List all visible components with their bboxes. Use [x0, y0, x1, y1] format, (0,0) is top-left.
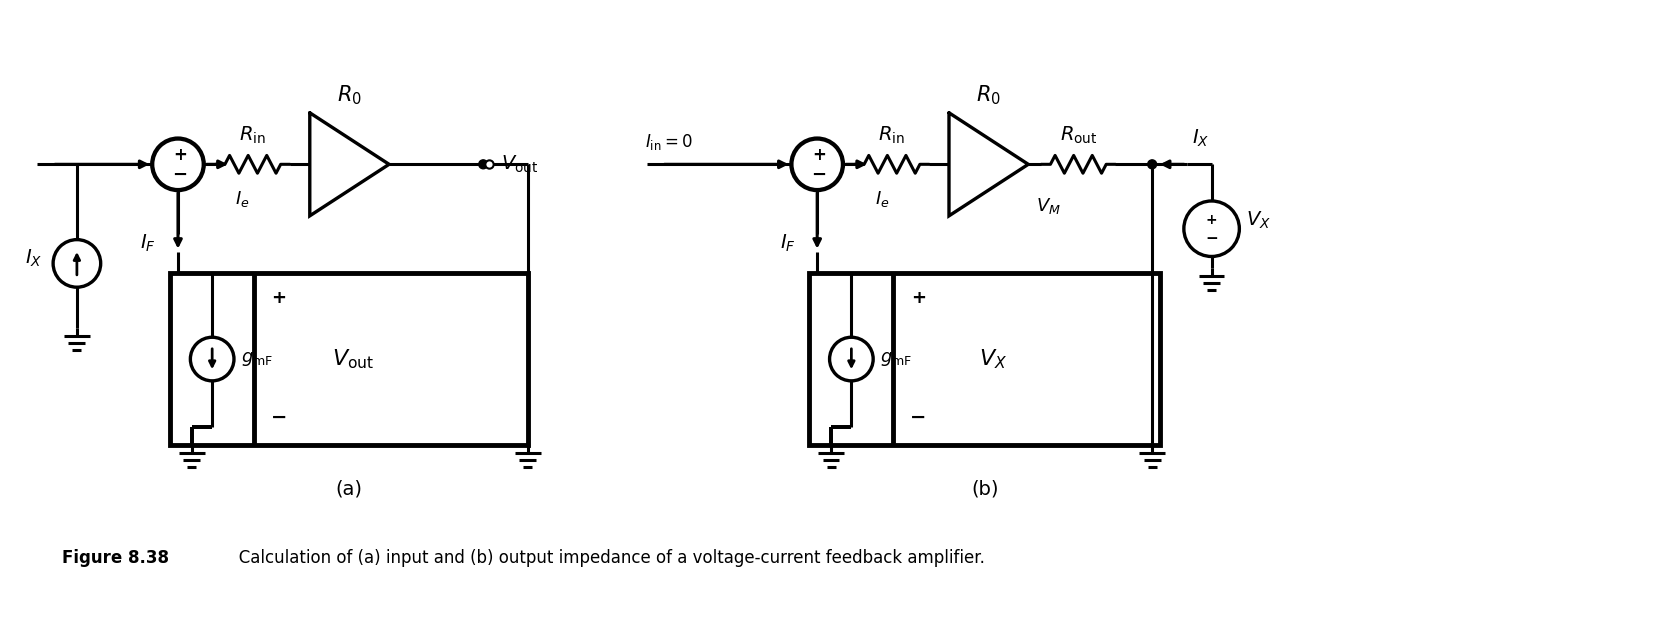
Text: $\mathit{R}_{\rm in}$: $\mathit{R}_{\rm in}$ [878, 125, 905, 146]
Text: −: − [173, 166, 188, 184]
Text: $\mathit{R}_{\rm in}$: $\mathit{R}_{\rm in}$ [240, 125, 266, 146]
Text: +: + [911, 289, 926, 307]
Text: $\mathit{g}_{\rm mF}$: $\mathit{g}_{\rm mF}$ [879, 350, 913, 368]
Circle shape [191, 337, 235, 381]
Text: $\mathit{R}_{\rm 0}$: $\mathit{R}_{\rm 0}$ [337, 83, 362, 107]
Text: +: + [812, 146, 826, 164]
Text: −: − [910, 407, 926, 426]
Circle shape [54, 240, 100, 287]
Text: $\mathit{I}_F$: $\mathit{I}_F$ [141, 233, 156, 254]
Bar [171, 273, 528, 445]
Bar [809, 273, 1161, 445]
Text: $\mathit{R}_{\rm out}$: $\mathit{R}_{\rm out}$ [1060, 125, 1097, 146]
Text: $\mathit{R}_{\rm 0}$: $\mathit{R}_{\rm 0}$ [977, 83, 1002, 107]
Circle shape [152, 138, 204, 190]
Text: $\mathit{I}_e$: $\mathit{I}_e$ [236, 189, 250, 209]
Text: Calculation of (a) input and (b) output impedance of a voltage-current feedback : Calculation of (a) input and (b) output … [223, 549, 985, 567]
Text: +: + [1206, 213, 1218, 227]
Text: $\mathit{I}_X$: $\mathit{I}_X$ [1193, 128, 1209, 150]
Circle shape [791, 138, 843, 190]
Circle shape [829, 337, 873, 381]
Text: (b): (b) [971, 480, 998, 499]
Circle shape [479, 160, 487, 169]
Text: $\mathit{V}_{\rm out}$: $\mathit{V}_{\rm out}$ [332, 347, 375, 371]
Text: $\mathit{V}_X$: $\mathit{V}_X$ [1246, 210, 1271, 232]
Text: Figure 8.38: Figure 8.38 [62, 549, 169, 567]
Text: $\mathit{I}_e$: $\mathit{I}_e$ [874, 189, 889, 209]
Text: $\mathit{I}_{\rm in} = 0$: $\mathit{I}_{\rm in} = 0$ [645, 132, 693, 153]
Text: (a): (a) [335, 480, 362, 499]
Text: $\mathit{V}_{\rm out}$: $\mathit{V}_{\rm out}$ [501, 154, 538, 175]
Text: $\mathit{I}_X$: $\mathit{I}_X$ [25, 248, 42, 269]
Circle shape [1184, 201, 1240, 256]
Text: $\mathit{g}_{\rm mF}$: $\mathit{g}_{\rm mF}$ [241, 350, 273, 368]
Text: +: + [173, 146, 188, 164]
Text: −: − [1206, 231, 1218, 246]
Text: −: − [271, 407, 286, 426]
Circle shape [1147, 160, 1157, 169]
Text: −: − [812, 166, 827, 184]
Text: $\mathit{I}_F$: $\mathit{I}_F$ [779, 233, 796, 254]
Text: +: + [271, 289, 286, 307]
Text: $\mathit{V}_X$: $\mathit{V}_X$ [978, 347, 1007, 371]
Text: $\mathit{V}_M$: $\mathit{V}_M$ [1037, 196, 1060, 216]
